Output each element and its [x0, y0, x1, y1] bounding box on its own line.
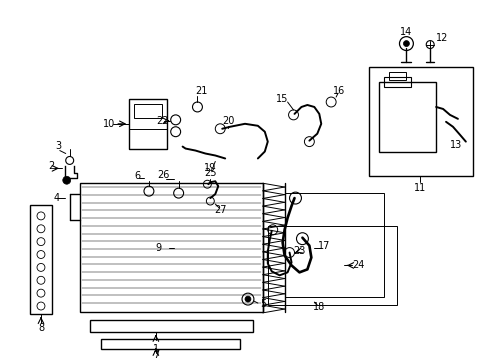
Text: 17: 17: [317, 240, 330, 251]
Circle shape: [244, 296, 250, 302]
Bar: [101, 339, 240, 348]
Bar: [80, 183, 262, 312]
Text: 12: 12: [435, 33, 447, 42]
Circle shape: [403, 41, 408, 46]
Bar: [129, 99, 166, 149]
Text: 9: 9: [156, 243, 162, 253]
Bar: [383, 77, 410, 87]
Text: 6: 6: [134, 171, 140, 181]
Text: 19: 19: [204, 163, 216, 174]
Bar: [378, 82, 435, 152]
Text: 20: 20: [222, 116, 234, 126]
Text: 26: 26: [157, 170, 170, 180]
Text: 14: 14: [400, 27, 412, 37]
Text: 24: 24: [352, 260, 365, 270]
Text: 5: 5: [259, 299, 265, 309]
Text: 8: 8: [38, 323, 44, 333]
Bar: [89, 320, 252, 332]
Text: 16: 16: [332, 86, 345, 96]
Text: 2: 2: [49, 161, 55, 171]
Bar: [30, 205, 52, 314]
Text: 13: 13: [449, 140, 461, 150]
Text: 3: 3: [56, 141, 62, 150]
Text: 18: 18: [312, 302, 325, 312]
Text: 10: 10: [103, 119, 115, 129]
Text: 25: 25: [203, 168, 216, 178]
Bar: [284, 193, 383, 297]
Text: 23: 23: [293, 246, 305, 256]
Text: 27: 27: [214, 205, 226, 215]
Text: 22: 22: [156, 116, 169, 126]
Circle shape: [62, 176, 71, 184]
Text: 11: 11: [413, 183, 426, 193]
Text: 4: 4: [54, 193, 60, 203]
Bar: [134, 104, 162, 118]
Bar: [267, 226, 396, 305]
Text: 1: 1: [152, 343, 159, 354]
Bar: [368, 67, 472, 176]
Text: 21: 21: [195, 86, 207, 96]
Text: 15: 15: [276, 94, 288, 104]
Bar: [129, 129, 166, 149]
Bar: [388, 72, 406, 80]
Text: 7: 7: [152, 350, 159, 360]
